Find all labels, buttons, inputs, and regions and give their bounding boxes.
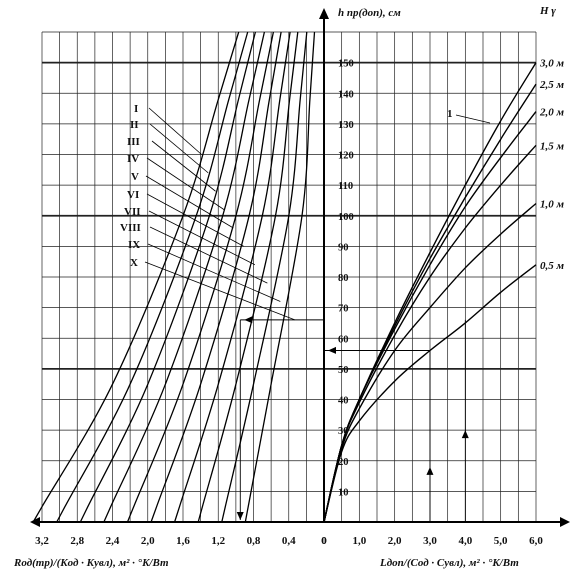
right-x-tick-label: 4,0	[458, 535, 472, 547]
series-label: 2,5 м	[539, 79, 565, 91]
curve-leader	[151, 140, 216, 192]
y-tick-label: 90	[338, 242, 349, 253]
right-x-tick-label: 1,0	[352, 535, 366, 547]
right-x-tick-label: 2,0	[388, 535, 402, 547]
y-tick-label: 20	[338, 457, 349, 468]
left-x-tick-label: 2,4	[106, 535, 120, 547]
curve-label-iii: III	[127, 136, 140, 148]
curve-label-ix: IX	[128, 239, 140, 251]
example-arrow	[426, 466, 434, 475]
y-tick-label: 140	[338, 89, 354, 100]
left-x-tick-label: 1,2	[211, 535, 225, 547]
curve-marker-leader	[455, 114, 491, 124]
curve-x	[244, 31, 316, 523]
x-axis-left-arrow	[30, 517, 40, 527]
y-tick-label: 70	[338, 304, 349, 315]
x-axis-right-arrow	[560, 517, 570, 527]
series-10	[323, 202, 537, 523]
series-label: 0,5 м	[540, 260, 565, 272]
curve-vi	[150, 31, 282, 523]
right-x-axis-label: Lдоп/(Cод · Cувл), м² · °K/Вт	[379, 557, 519, 569]
right-series-title: H γ	[539, 5, 556, 17]
curve-v	[126, 31, 275, 523]
curve-label-x: X	[130, 257, 138, 269]
curve-leader	[148, 210, 256, 266]
y-tick-label: 150	[338, 59, 354, 70]
left-x-tick-label: 0,4	[282, 535, 296, 547]
curve-label-ii: II	[130, 119, 139, 131]
series-label: 1,0 м	[540, 199, 565, 211]
right-panel-curves	[323, 62, 537, 523]
series-05	[323, 264, 537, 523]
curve-marker-1: 1	[447, 108, 453, 120]
series-label: 2,0 м	[539, 107, 565, 119]
curve-ii	[56, 31, 249, 523]
curve-label-v: V	[131, 171, 139, 183]
axes	[30, 8, 570, 527]
y-tick-label: 50	[338, 365, 349, 376]
left-x-tick-label: 0,8	[247, 535, 261, 547]
curve-iii	[79, 31, 257, 523]
origin-label: 0	[321, 535, 327, 547]
y-tick-label: 40	[338, 396, 349, 407]
example-arrow	[328, 346, 336, 354]
curve-label-vi: VI	[127, 189, 139, 201]
left-x-tick-label: 2,8	[70, 535, 84, 547]
curve-leader	[148, 107, 202, 155]
left-x-tick-label: 2,0	[141, 535, 155, 547]
left-x-tick-label: 0	[321, 535, 327, 547]
y-tick-label: 130	[338, 120, 354, 131]
y-tick-label: 110	[338, 181, 353, 192]
curve-label-iv: IV	[127, 153, 139, 165]
example-arrow	[461, 430, 469, 439]
y-axis-arrow	[319, 8, 329, 19]
right-x-tick-label: 3,0	[423, 535, 437, 547]
y-tick-label: 120	[338, 151, 354, 162]
left-x-tick-label: 1,6	[176, 535, 190, 547]
curve-i	[32, 31, 240, 523]
curve-iv	[103, 31, 266, 523]
series-30	[323, 62, 537, 523]
right-x-tick-label: 5,0	[494, 535, 508, 547]
curve-ix	[221, 31, 308, 523]
series-label: 3,0 м	[539, 58, 565, 70]
curve-leader	[149, 123, 209, 174]
y-tick-label: 60	[338, 334, 349, 345]
y-tick-label: 100	[338, 212, 354, 223]
curve-label-vii: VII	[124, 206, 141, 218]
curve-label-i: I	[134, 103, 138, 115]
curve-leader	[149, 226, 268, 284]
series-label: 1,5 м	[540, 140, 565, 152]
curve-leader	[144, 261, 296, 321]
curve-leader	[145, 175, 234, 229]
y-axis-label: h пр(доп), см	[338, 7, 401, 19]
curve-label-viii: VIII	[120, 222, 141, 234]
left-x-axis-label: Rод(тр)/(Kод · Kувл), м² · °K/Вт	[13, 557, 169, 569]
left-x-tick-label: 3,2	[35, 535, 49, 547]
y-tick-label: 30	[338, 426, 349, 437]
labels: h пр(доп), см H γ Rод(тр)/(Kод · Kувл), …	[13, 5, 565, 569]
example-arrow	[236, 512, 244, 520]
curve-leader	[146, 157, 225, 210]
curve-leader	[146, 193, 244, 247]
right-x-tick-label: 6,0	[529, 535, 543, 547]
y-tick-label: 80	[338, 273, 349, 284]
curve-leader	[147, 243, 281, 302]
example-arrow	[244, 316, 253, 324]
y-tick-label: 10	[338, 487, 349, 498]
curve-viii	[197, 31, 299, 523]
